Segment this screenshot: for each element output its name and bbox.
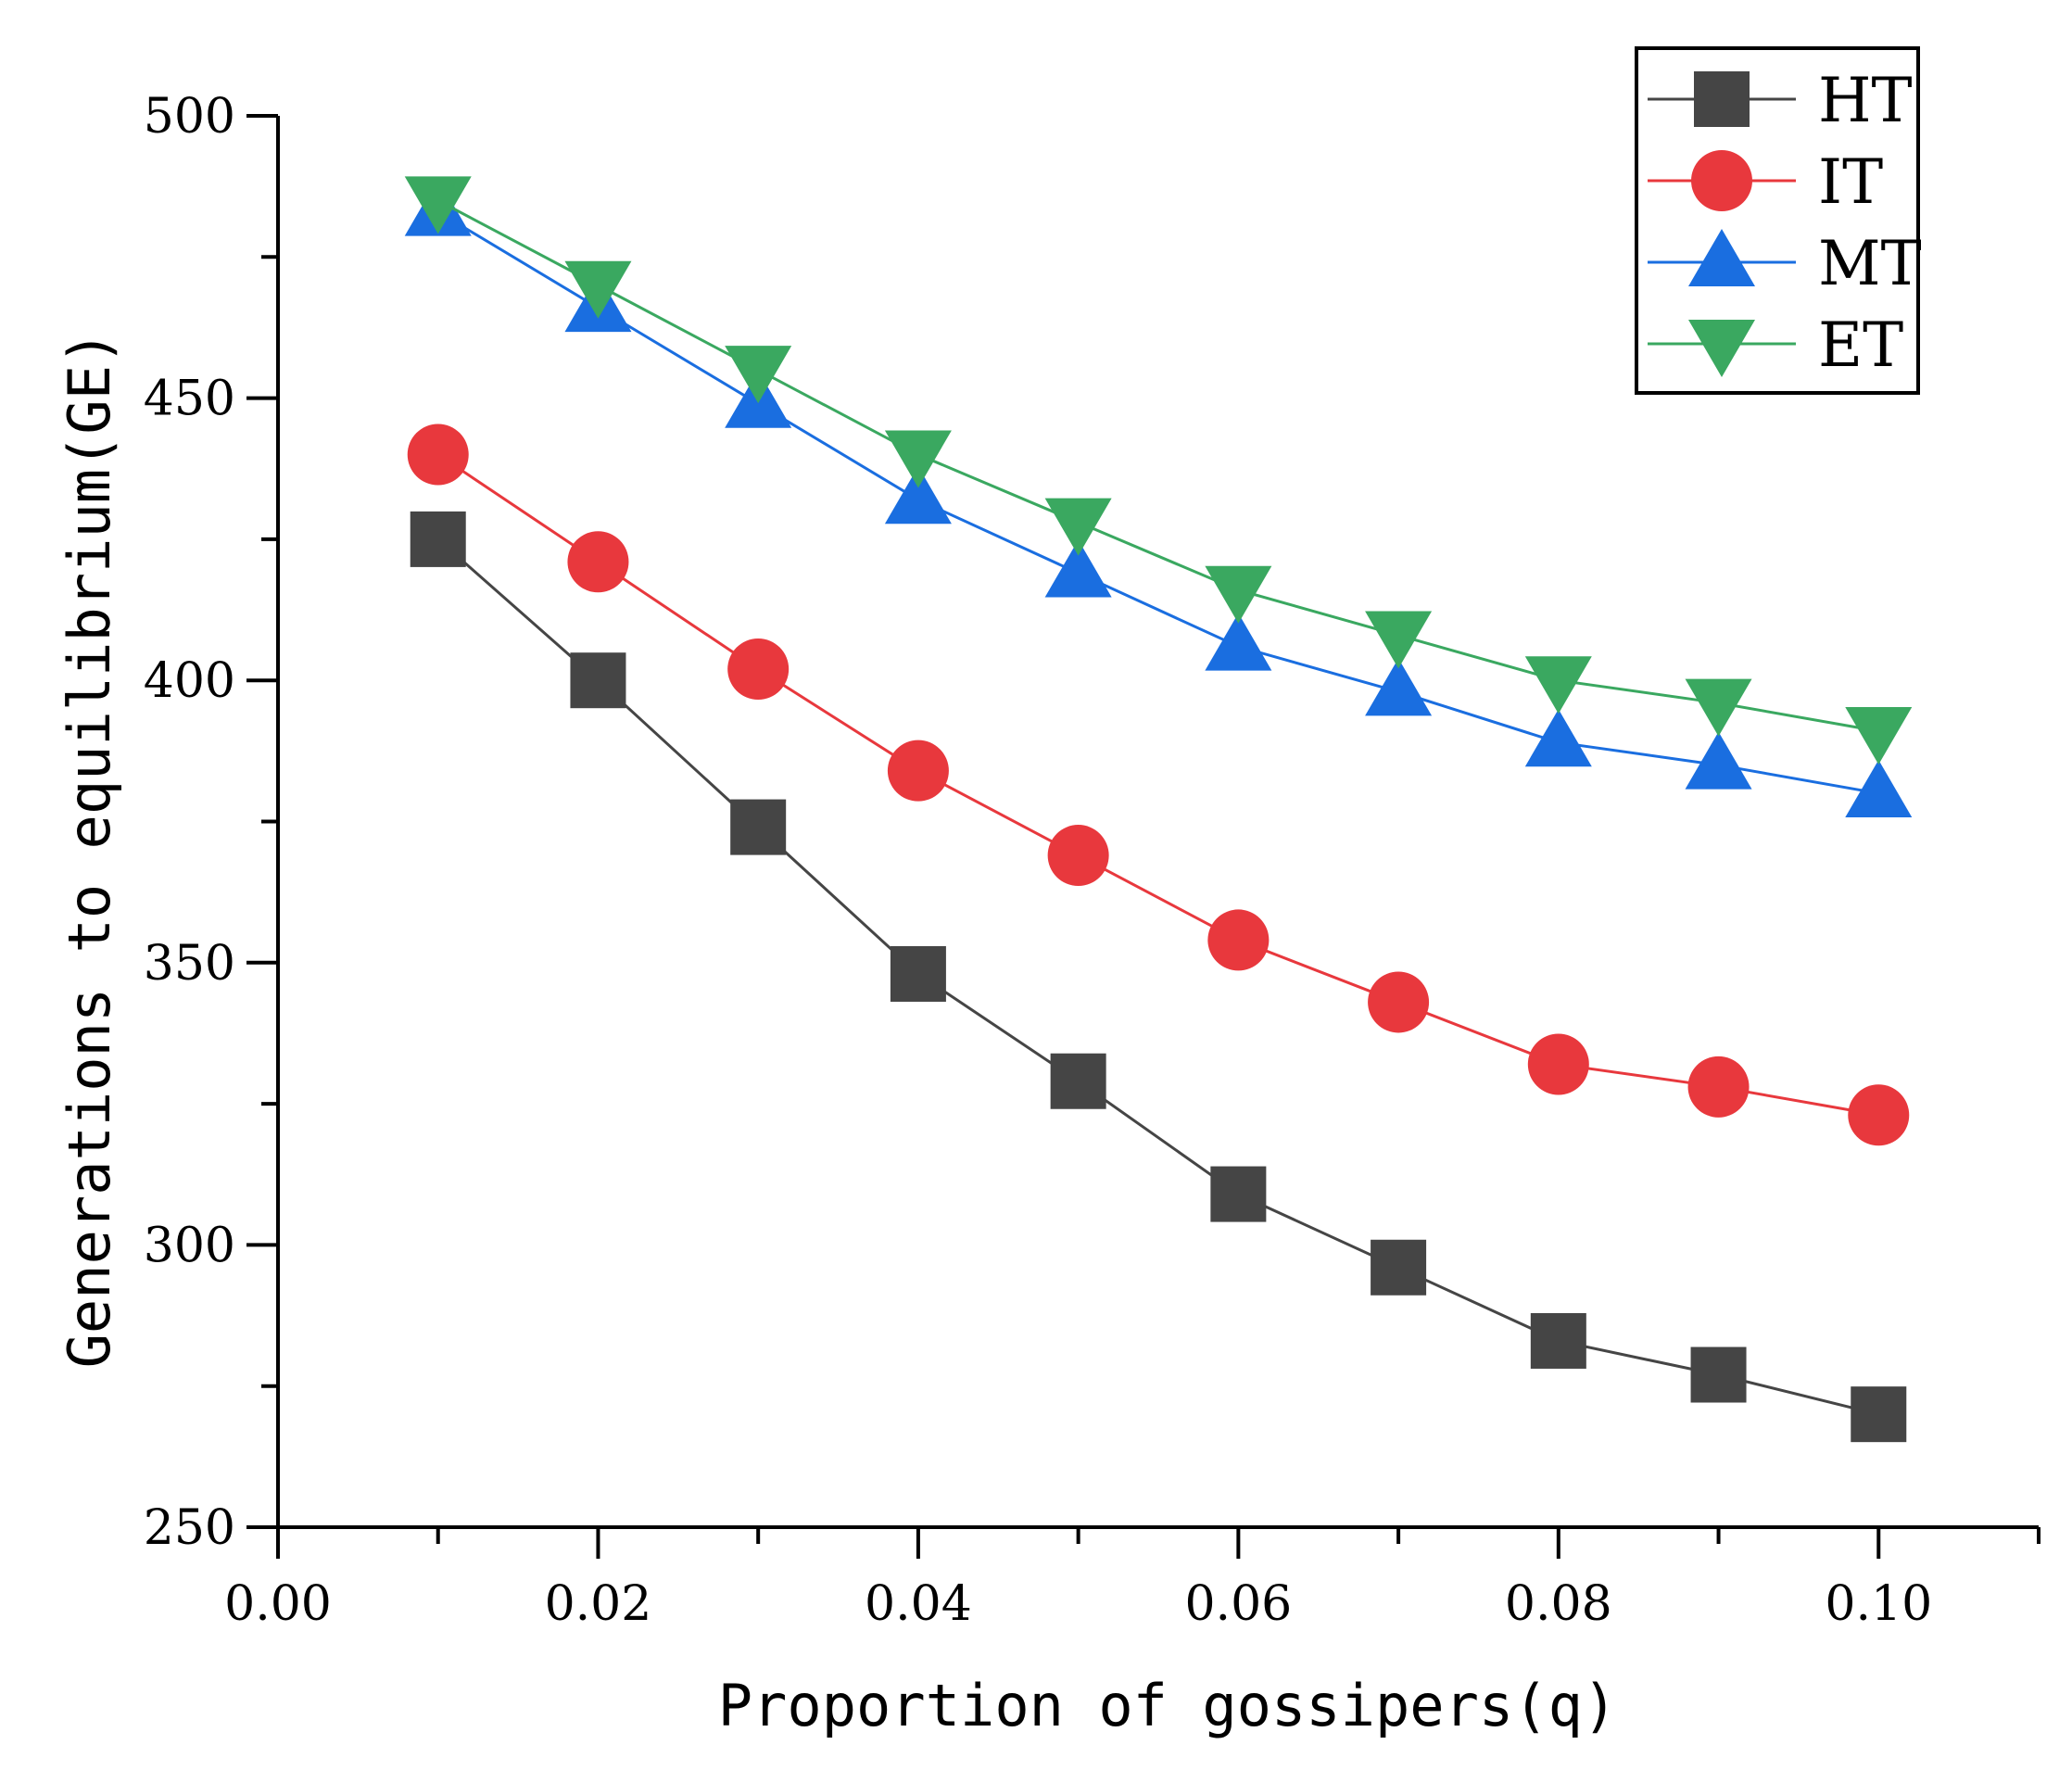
data-point-it — [1687, 1056, 1750, 1118]
data-point-it — [887, 740, 949, 802]
series-line-mt — [436, 210, 1879, 795]
legend-marker-ht — [1694, 71, 1750, 127]
data-point-et — [1685, 678, 1752, 737]
y-tick-label: 250 — [144, 1500, 235, 1556]
legend-item-ht: HT — [1648, 65, 1913, 136]
y-axis-title: Generations to equilibrium(GE) — [56, 331, 123, 1369]
legend-item-mt: MT — [1648, 228, 1922, 299]
series-et — [404, 176, 1913, 765]
data-point-ht — [890, 945, 946, 1002]
data-point-it — [1848, 1084, 1910, 1146]
data-point-et — [1044, 498, 1112, 556]
legend: HT IT MT ET — [1635, 46, 1922, 395]
data-point-ht — [570, 652, 626, 709]
data-point-ht — [1371, 1239, 1427, 1296]
data-point-et — [884, 430, 952, 488]
legend-marker-it — [1691, 150, 1752, 211]
x-tick-label: 0.08 — [1505, 1576, 1612, 1632]
series-line-et — [437, 199, 1879, 733]
data-point-it — [1368, 971, 1430, 1033]
data-point-it — [1527, 1033, 1589, 1095]
series-it — [407, 424, 1910, 1146]
data-point-ht — [1690, 1346, 1747, 1403]
data-point-et — [564, 260, 632, 319]
data-point-mt — [1365, 658, 1433, 716]
data-point-it — [567, 531, 629, 593]
x-tick-label: 0.00 — [224, 1576, 332, 1632]
legend-item-et: ET — [1648, 310, 1903, 381]
series-ht — [410, 511, 1907, 1443]
x-tick-label: 0.04 — [865, 1576, 972, 1632]
data-point-it — [1047, 825, 1109, 887]
data-point-ht — [730, 799, 787, 855]
data-point-it — [407, 424, 469, 486]
data-point-mt — [1845, 760, 1913, 818]
data-point-it — [727, 638, 790, 701]
data-point-ht — [1530, 1312, 1586, 1369]
legend-label: IT — [1818, 146, 1883, 218]
y-tick-label: 400 — [144, 653, 235, 709]
data-point-et — [1205, 565, 1272, 624]
legend-label: ET — [1818, 310, 1903, 381]
y-tick-label: 300 — [144, 1218, 235, 1273]
y-tick-label: 450 — [144, 372, 235, 427]
legend-label: HT — [1818, 65, 1913, 136]
data-point-ht — [410, 511, 466, 567]
data-point-ht — [1851, 1386, 1907, 1443]
legend-marker-mt — [1688, 229, 1755, 286]
data-point-et — [725, 346, 792, 404]
x-tick-label: 0.10 — [1825, 1576, 1932, 1632]
y-tick-label: 350 — [144, 936, 235, 992]
x-tick-label: 0.06 — [1184, 1576, 1292, 1632]
data-point-et — [404, 176, 472, 234]
data-point-mt — [1205, 613, 1272, 671]
series-line-ht — [436, 537, 1879, 1416]
data-point-ht — [1210, 1166, 1267, 1222]
y-tick-label: 500 — [144, 89, 235, 145]
series-layer — [404, 176, 1913, 1443]
legend-item-it: IT — [1648, 146, 1883, 218]
data-point-mt — [1044, 539, 1112, 598]
data-point-mt — [1524, 709, 1592, 767]
legend-label: MT — [1818, 228, 1922, 299]
data-point-ht — [1050, 1053, 1106, 1109]
x-axis-title: Proportion of gossipers(q) — [718, 1672, 1618, 1739]
axes: 250 300 350 400 450 500 0.00 0.02 0.04 0.06 0.08 0.… — [144, 89, 2040, 1632]
legend-marker-et — [1688, 320, 1755, 377]
series-line-it — [436, 453, 1879, 1117]
data-point-mt — [884, 466, 952, 525]
data-point-et — [1524, 656, 1592, 714]
data-point-et — [1365, 611, 1433, 669]
data-point-it — [1207, 909, 1270, 971]
data-point-mt — [1685, 731, 1752, 790]
legend-box — [1635, 46, 1920, 395]
x-tick-label: 0.02 — [545, 1576, 652, 1632]
data-point-et — [1845, 707, 1913, 765]
